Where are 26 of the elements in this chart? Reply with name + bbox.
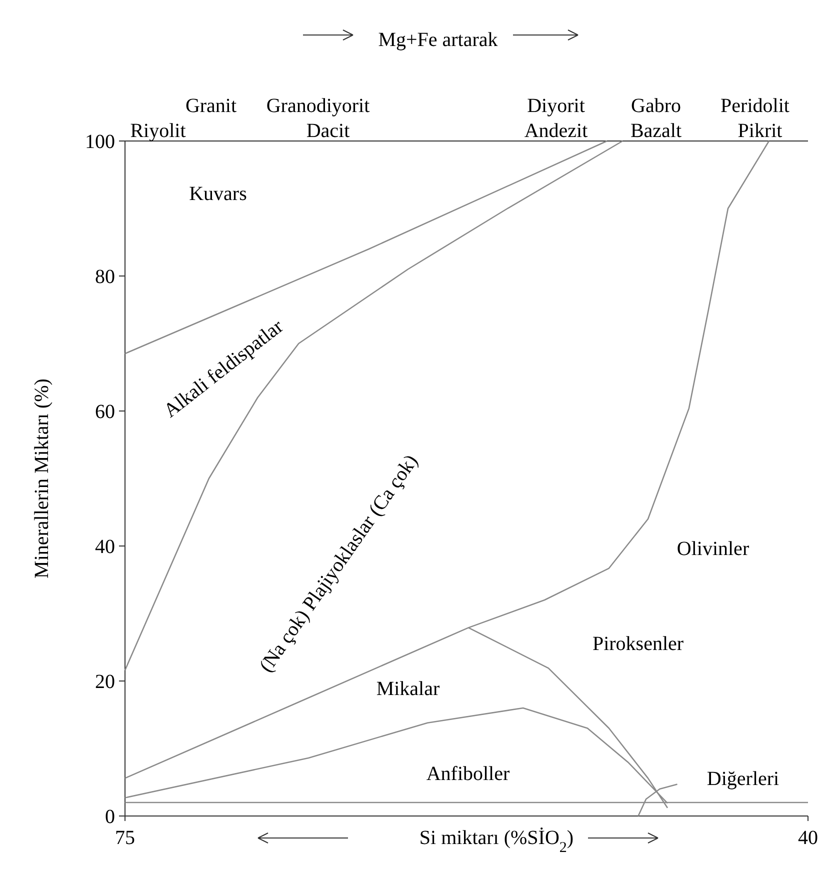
x-axis-title: Si miktarı (%SİO$_{2}$)	[419, 827, 574, 856]
annotation: Bazalt	[630, 120, 682, 142]
text: Diyorit	[527, 95, 586, 117]
annotation: Anfiboller	[426, 763, 510, 785]
y-tick-label: 100	[85, 131, 115, 153]
annotation: Riyolit	[130, 120, 186, 142]
annotation: Olivinler	[676, 538, 750, 560]
y-tick-label: 80	[95, 266, 115, 288]
text: Granodiyorit	[266, 95, 370, 117]
chart-title: Mg+Fe artarak	[378, 29, 498, 51]
annotation: Mikalar	[376, 678, 440, 700]
annotation: Diğerleri	[706, 768, 780, 790]
text: Granit	[185, 95, 237, 117]
text: Peridolit	[720, 95, 790, 117]
annotation: Pikrit	[738, 120, 783, 142]
x-tick-label: 75	[115, 827, 135, 849]
annotation: Dacit	[306, 120, 350, 142]
annotation: Andezit	[524, 120, 588, 142]
annotation: Kuvars	[189, 183, 248, 205]
y-tick-label: 40	[95, 536, 115, 558]
text: Gabro	[631, 95, 681, 117]
y-axis-title: Minerallerin Miktarı (%)	[31, 378, 53, 578]
y-tick-label: 0	[105, 806, 115, 828]
y-tick-label: 60	[95, 401, 115, 423]
y-tick-label: 20	[95, 671, 115, 693]
annotation: Piroksenler	[592, 633, 684, 655]
